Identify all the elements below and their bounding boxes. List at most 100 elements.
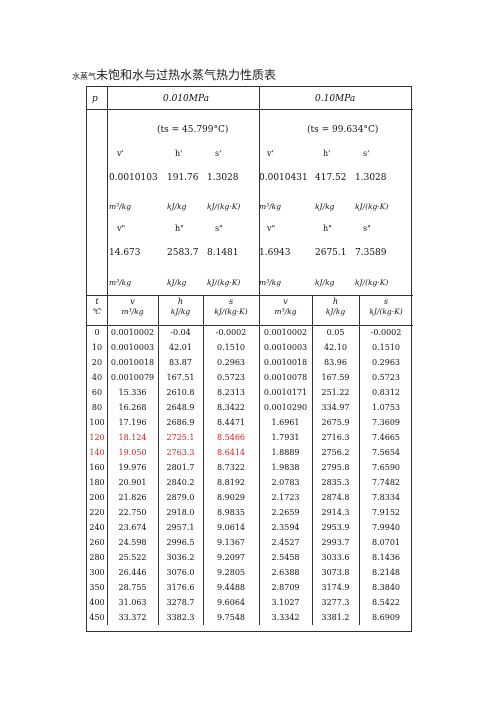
table-row: 400 31.063 3278.7 9.6064 3.1027 3277.3 8.5422 xyxy=(87,595,413,610)
divider xyxy=(359,295,360,625)
table-cell: 2.3594 xyxy=(271,523,300,532)
sat-liquid-value: 1.3028 xyxy=(355,173,387,183)
table-cell: 40 xyxy=(91,373,103,382)
sat-vapor-label: s" xyxy=(215,224,223,233)
table-cell: 3073.8 xyxy=(321,568,350,577)
table-cell: 3033.6 xyxy=(321,553,350,562)
table-cell: 9.2097 xyxy=(217,553,245,562)
table-cell: 8.1436 xyxy=(372,553,400,562)
table-title: 水蒸气未饱和水与过热水蒸气热力性质表 xyxy=(72,66,276,83)
table-cell: 8.0701 xyxy=(372,538,400,547)
column-header-entropy: s kJ/(kg·K) xyxy=(203,297,259,317)
table-row: 160 19.976 2801.7 8.7322 1.9838 2795.8 7.6590 xyxy=(87,460,413,475)
unit-label: kJ/kg xyxy=(167,202,187,211)
sat-vapor-value: 8.1481 xyxy=(207,248,239,258)
table-cell: 2953.9 xyxy=(321,523,350,532)
table-cell: 2.1723 xyxy=(271,493,300,502)
table-cell: 20.901 xyxy=(118,478,147,487)
table-cell: 450 xyxy=(89,613,105,622)
table-cell: 400 xyxy=(89,598,105,607)
sat-liquid-value: 0.0010103 xyxy=(109,173,158,183)
table-cell: 2675.9 xyxy=(321,418,350,427)
table-cell: 17.196 xyxy=(118,418,147,427)
table-row: 200 21.826 2879.0 8.9029 2.1723 2874.8 7.8334 xyxy=(87,490,413,505)
sat-vapor-label: s" xyxy=(363,224,371,233)
unit-label: kJ/kg xyxy=(315,278,335,287)
table-cell: 3.3342 xyxy=(271,613,300,622)
table-cell: 0.5723 xyxy=(217,373,245,382)
table-cell: 2.0783 xyxy=(271,478,300,487)
table-cell: 280 xyxy=(89,553,105,562)
table-cell: 28.755 xyxy=(118,583,147,592)
property-table: p 0.010MPa 0.10MPa (ts = 45.799°C) (ts =… xyxy=(86,86,413,632)
table-cell: 140 xyxy=(89,448,105,457)
table-cell: 1.9838 xyxy=(271,463,300,472)
sat-vapor-value: 2675.1 xyxy=(315,248,347,258)
column-symbol: t xyxy=(95,297,99,306)
table-cell: 0.1510 xyxy=(217,343,245,352)
table-cell: 2835.3 xyxy=(321,478,350,487)
sat-vapor-label: v" xyxy=(267,224,276,233)
table-cell: 15.336 xyxy=(118,388,147,397)
table-row: 140 19.050 2763.3 8.6414 1.8889 2756.2 7.5654 xyxy=(87,445,413,460)
sat-vapor-label: h" xyxy=(323,224,332,233)
table-cell: 19.050 xyxy=(118,448,147,457)
sat-liquid-value: 191.76 xyxy=(167,173,199,183)
unit-label: kJ/(kg·K) xyxy=(207,202,241,211)
table-row: 280 25.522 3036.2 9.2097 2.5458 3033.6 8.1436 xyxy=(87,550,413,565)
sat-liquid-label: h' xyxy=(323,149,331,158)
column-header-entropy: s kJ/(kg·K) xyxy=(359,297,413,317)
column-header-enthalpy: h kJ/kg xyxy=(312,297,359,317)
table-cell: 8.3422 xyxy=(217,403,245,412)
table-cell: 8.7322 xyxy=(217,463,245,472)
table-cell: 2957.1 xyxy=(166,523,195,532)
table-row: 100 17.196 2686.9 8.4471 1.6961 2675.9 7.3609 xyxy=(87,415,413,430)
table-cell: 160 xyxy=(89,463,105,472)
unit-label: kJ/(kg·K) xyxy=(355,278,389,287)
table-cell: 26.446 xyxy=(118,568,147,577)
table-cell: 83.87 xyxy=(169,358,192,367)
column-unit: kJ/kg xyxy=(170,307,191,316)
table-cell: 2795.8 xyxy=(321,463,350,472)
unit-label: m³/kg xyxy=(259,202,281,211)
table-cell: 83.96 xyxy=(324,358,347,367)
divider xyxy=(203,295,204,625)
table-cell: 7.7482 xyxy=(372,478,400,487)
table-cell: 3381.2 xyxy=(321,613,350,622)
table-cell: 0.0010018 xyxy=(110,358,155,367)
sat-vapor-value: 2583.7 xyxy=(167,248,199,258)
table-cell: 2.4527 xyxy=(271,538,300,547)
table-cell: 251.22 xyxy=(321,388,350,397)
column-header-temperature: t ℃ xyxy=(87,297,107,317)
sat-vapor-value: 14.673 xyxy=(109,248,141,258)
table-cell: 1.8889 xyxy=(271,448,300,457)
table-cell: 0.0010171 xyxy=(263,388,308,397)
unit-label: kJ/(kg·K) xyxy=(355,202,389,211)
table-cell: 3382.3 xyxy=(166,613,195,622)
table-cell: 31.063 xyxy=(118,598,147,607)
unit-label: kJ/kg xyxy=(315,202,335,211)
table-cell: 10 xyxy=(91,343,103,352)
column-unit: m³/kg xyxy=(274,307,297,316)
table-cell: 21.826 xyxy=(118,493,147,502)
table-cell: 2.8709 xyxy=(271,583,300,592)
table-cell: 60 xyxy=(91,388,103,397)
table-cell: 2874.8 xyxy=(321,493,350,502)
divider xyxy=(259,87,260,625)
table-cell: 42.10 xyxy=(324,343,347,352)
table-cell: 120 xyxy=(89,433,105,442)
sat-liquid-value: 417.52 xyxy=(315,173,347,183)
table-cell: 2.2659 xyxy=(271,508,300,517)
table-cell: 2763.3 xyxy=(166,448,195,457)
sat-liquid-value: 0.0010431 xyxy=(259,173,308,183)
table-cell: 0.0010018 xyxy=(263,358,308,367)
table-cell: 0.0010290 xyxy=(263,403,308,412)
table-row: 300 26.446 3076.0 9.2805 2.6388 3073.8 8.2148 xyxy=(87,565,413,580)
unit-label: kJ/kg xyxy=(167,278,187,287)
column-symbol: v xyxy=(283,297,288,306)
table-cell: 2914.3 xyxy=(321,508,350,517)
table-cell: 9.0614 xyxy=(217,523,245,532)
table-cell: 3278.7 xyxy=(166,598,195,607)
sat-liquid-label: v' xyxy=(117,149,124,158)
table-cell: 3036.2 xyxy=(166,553,195,562)
